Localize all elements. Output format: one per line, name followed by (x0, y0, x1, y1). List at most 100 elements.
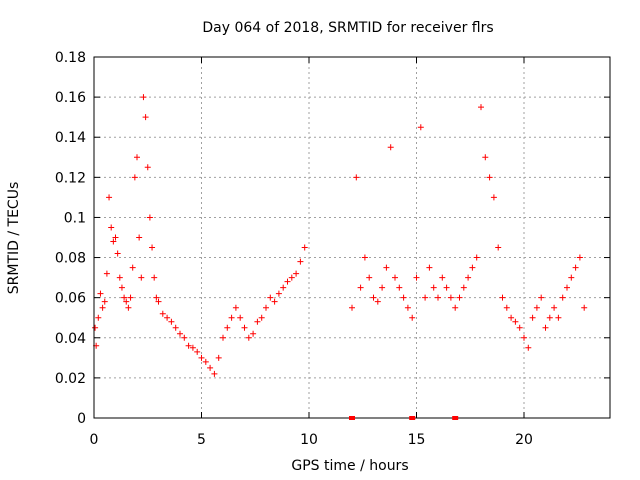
data-point (202, 358, 209, 365)
data-point (417, 124, 424, 131)
data-point (123, 298, 130, 305)
data-point (224, 324, 231, 331)
data-point (456, 294, 463, 301)
data-point (413, 274, 420, 281)
gap-marker (409, 416, 416, 420)
gap-markers (349, 416, 459, 420)
data-point (155, 298, 162, 305)
data-point (357, 284, 364, 291)
data-point (503, 304, 510, 311)
data-point (465, 274, 472, 281)
gap-marker (349, 416, 355, 420)
data-point (267, 294, 274, 301)
data-point (125, 304, 132, 311)
data-point (220, 334, 226, 341)
data-point (521, 334, 527, 341)
data-point (499, 294, 506, 301)
data-point (121, 294, 128, 301)
x-tick-label: 0 (90, 432, 99, 448)
data-point (383, 264, 390, 271)
data-point (387, 144, 394, 151)
data-point (146, 214, 153, 221)
data-point (181, 334, 188, 341)
data-point (542, 324, 549, 331)
y-tick-label: 0.04 (55, 331, 86, 347)
y-axis-title: SRMTID / TECUs (6, 182, 22, 295)
data-point (149, 244, 156, 251)
data-point (568, 274, 575, 281)
axis-ticks: 0 0.02 0.04 0.06 0.08 0.1 0.12 0.14 0.16 0.18 0 5 10… (55, 50, 610, 448)
chart-title: Day 064 of 2018, SRMTID for receiver flr… (202, 20, 493, 36)
data-point (473, 254, 480, 261)
data-point (482, 154, 489, 161)
data-point (409, 314, 416, 321)
data-point (263, 304, 269, 311)
data-point (293, 270, 300, 277)
data-point (136, 234, 143, 241)
data-point (159, 310, 166, 317)
data-point (103, 270, 110, 277)
data-point (551, 304, 558, 311)
data-point (110, 238, 117, 245)
data-point (177, 330, 183, 337)
data-point (478, 104, 484, 111)
data-point (392, 274, 398, 281)
data-point (97, 290, 104, 297)
data-point (250, 330, 257, 337)
data-point (529, 314, 536, 321)
data-point (198, 354, 205, 361)
data-point (581, 304, 588, 311)
data-point (271, 298, 278, 305)
data-point (559, 294, 566, 301)
data-point (555, 314, 562, 321)
data-point (525, 344, 532, 351)
data-point (114, 250, 121, 257)
data-point (254, 318, 261, 325)
data-point (512, 318, 519, 325)
data-point (490, 194, 497, 201)
data-point (142, 114, 149, 121)
data-point (284, 278, 291, 285)
data-point (301, 244, 308, 251)
data-point (228, 314, 235, 321)
data-point (164, 314, 171, 321)
data-point (379, 284, 386, 291)
data-point (538, 294, 545, 301)
data-point (576, 254, 583, 261)
x-axis-title: GPS time / hours (291, 458, 408, 474)
data-point (131, 174, 138, 181)
data-point (112, 234, 119, 241)
data-point (168, 318, 175, 325)
data-point (349, 304, 355, 311)
data-point (447, 294, 454, 301)
data-point (172, 324, 179, 331)
x-tick-label: 10 (300, 432, 318, 448)
data-point (572, 264, 579, 271)
data-point (245, 334, 252, 341)
y-tick-label: 0.06 (55, 291, 86, 307)
data-point (452, 304, 459, 311)
data-point (374, 298, 381, 305)
y-tick-label: 0.1 (64, 210, 86, 226)
data-point (533, 304, 540, 311)
data-point (280, 284, 287, 291)
data-point (546, 314, 553, 321)
data-point (396, 284, 403, 291)
data-point (297, 258, 304, 265)
data-point (211, 370, 218, 377)
data-point (495, 244, 502, 251)
data-point (138, 274, 145, 281)
data-point (140, 94, 147, 101)
data-point (404, 304, 411, 311)
data-point (443, 284, 450, 291)
data-point (118, 284, 125, 291)
data-point (241, 324, 248, 331)
data-point (153, 294, 160, 301)
data-point (430, 284, 437, 291)
data-point (144, 164, 151, 171)
data-point (460, 284, 467, 291)
data-point (353, 174, 360, 181)
grid (94, 57, 610, 418)
data-point (275, 290, 282, 297)
